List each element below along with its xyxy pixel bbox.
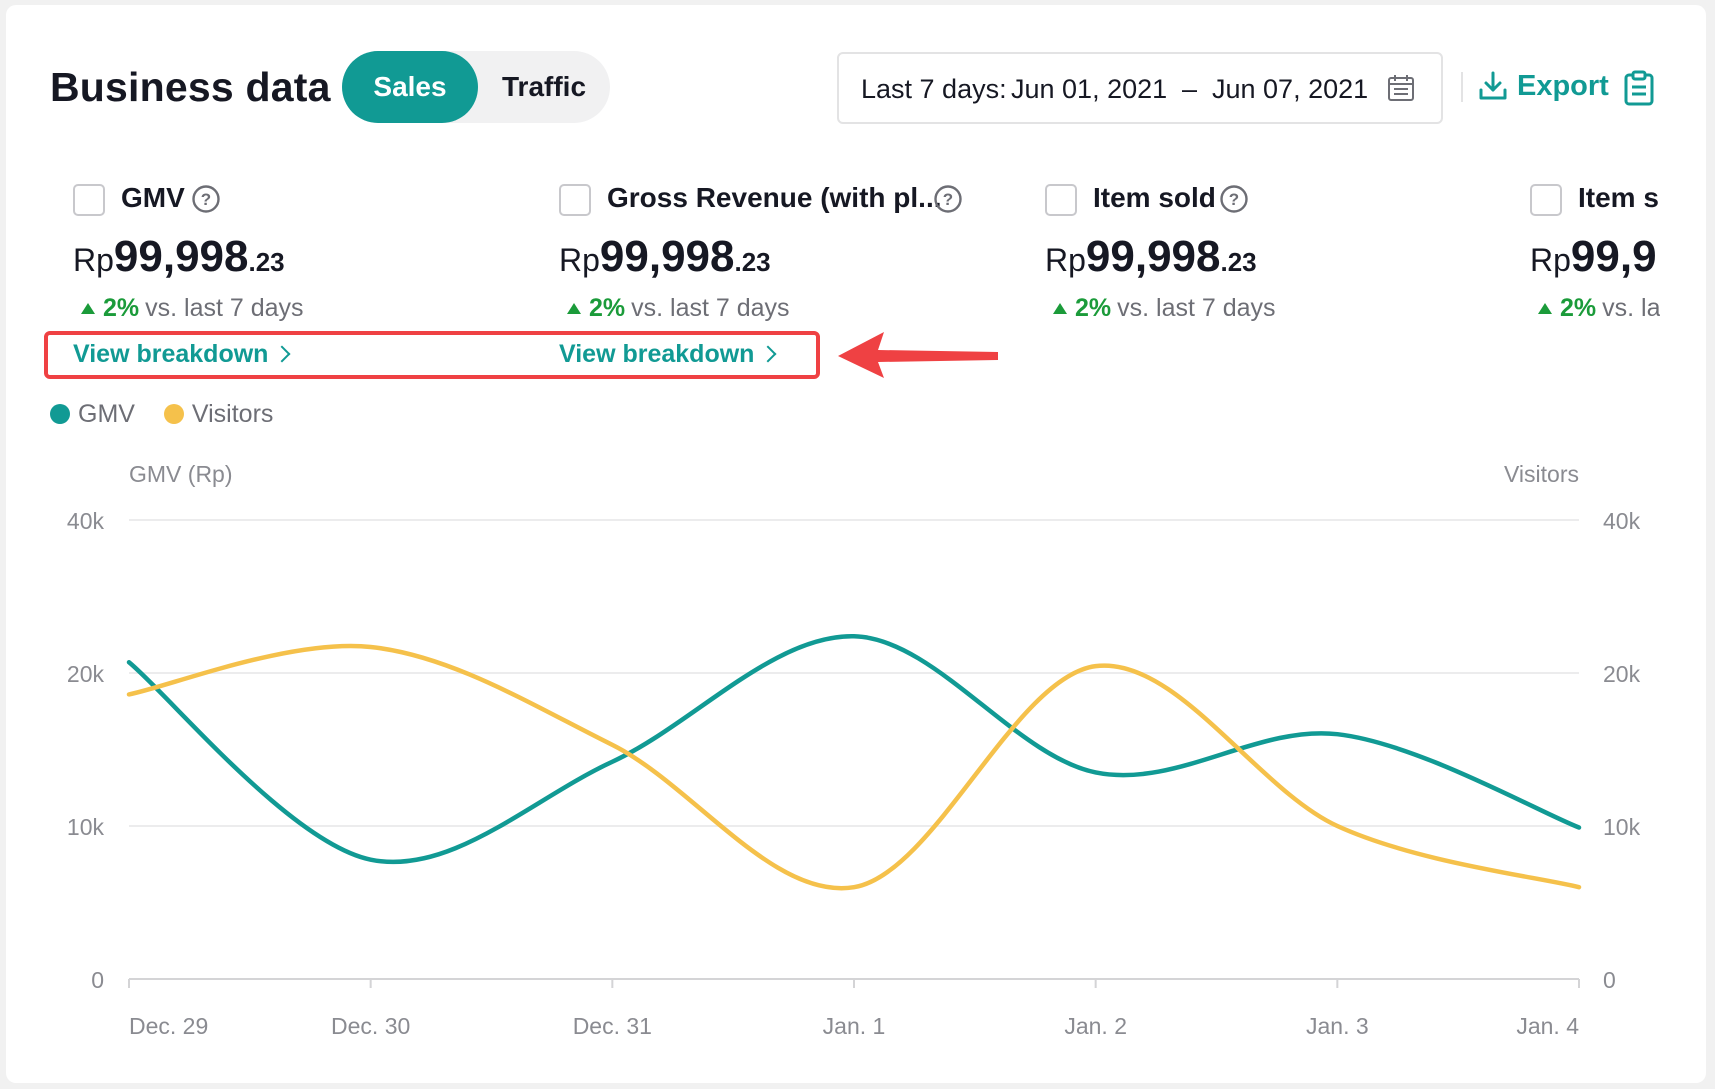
svg-text:?: ? (201, 190, 211, 209)
tab-sales[interactable]: Sales (342, 51, 478, 123)
trend-up-icon (1053, 303, 1067, 314)
metric-checkbox[interactable] (1045, 184, 1077, 216)
help-icon[interactable]: ? (933, 184, 963, 214)
metric-checkbox[interactable] (1530, 184, 1562, 216)
trend-up-icon (1538, 303, 1552, 314)
metric-change: 2% vs. last 7 days (1053, 294, 1276, 323)
date-range-start: Jun 01, 2021 (1011, 74, 1168, 104)
metric-value: Rp99,998.23 (73, 232, 285, 281)
metric-value: Rp99,998.23 (1045, 232, 1257, 281)
help-icon[interactable]: ? (1219, 184, 1249, 214)
help-icon[interactable]: ? (191, 184, 221, 214)
chart-legend: GMV Visitors (50, 400, 295, 429)
date-range-end: Jun 07, 2021 (1212, 74, 1369, 104)
page-title: Business data (50, 64, 331, 110)
annotation-highlight-box (44, 331, 820, 379)
metric-item-s: Item s Rp99,9 2% vs. la (1530, 180, 1660, 380)
metric-value: Rp99,998.23 (559, 232, 771, 281)
legend-item-visitors[interactable]: Visitors (163, 400, 273, 429)
metric-change: 2% vs. last 7 days (567, 294, 790, 323)
download-icon (1479, 71, 1507, 100)
metric-gmv: GMV ? Rp99,998.23 2% vs. last 7 days View… (73, 180, 543, 380)
metric-checkbox[interactable] (73, 184, 105, 216)
view-breakdown-link[interactable]: View breakdown (559, 340, 777, 369)
metric-gross-revenue: Gross Revenue (with pl... ? Rp99,998.23 … (559, 180, 1029, 380)
metric-name: Item s (1578, 182, 1659, 213)
clipboard-icon[interactable] (1623, 70, 1655, 106)
view-breakdown-link[interactable]: View breakdown (73, 340, 291, 369)
date-range-separator: – (1182, 74, 1198, 104)
svg-text:?: ? (1229, 190, 1239, 209)
date-range-picker[interactable]: Last 7 days: Jun 01, 2021 – Jun 07, 2021 (837, 52, 1443, 124)
metric-value: Rp99,9 (1530, 232, 1657, 281)
business-data-card (6, 5, 1706, 1083)
metric-checkbox[interactable] (559, 184, 591, 216)
annotation-arrow-icon (838, 332, 998, 378)
metric-name: GMV (121, 182, 185, 213)
metric-change: 2% vs. last 7 days (81, 294, 304, 323)
metric-name: Gross Revenue (with pl... (607, 182, 942, 213)
metric-name: Item sold (1093, 182, 1216, 213)
metric-item-sold: Item sold ? Rp99,998.23 2% vs. last 7 day… (1045, 180, 1515, 380)
export-label: Export (1517, 70, 1609, 102)
toolbar-divider (1461, 72, 1463, 102)
legend-item-gmv[interactable]: GMV (50, 400, 135, 429)
calendar-icon (1388, 75, 1414, 101)
metric-change: 2% vs. la (1538, 294, 1660, 323)
legend-dot-icon (163, 404, 184, 424)
svg-text:?: ? (943, 190, 953, 209)
trend-up-icon (567, 303, 581, 314)
tab-traffic[interactable]: Traffic (501, 71, 587, 102)
date-range-prefix: Last 7 days: (861, 74, 1007, 104)
trend-up-icon (81, 303, 95, 314)
legend-dot-icon (50, 404, 70, 424)
view-toggle: Sales Traffic (342, 51, 610, 123)
